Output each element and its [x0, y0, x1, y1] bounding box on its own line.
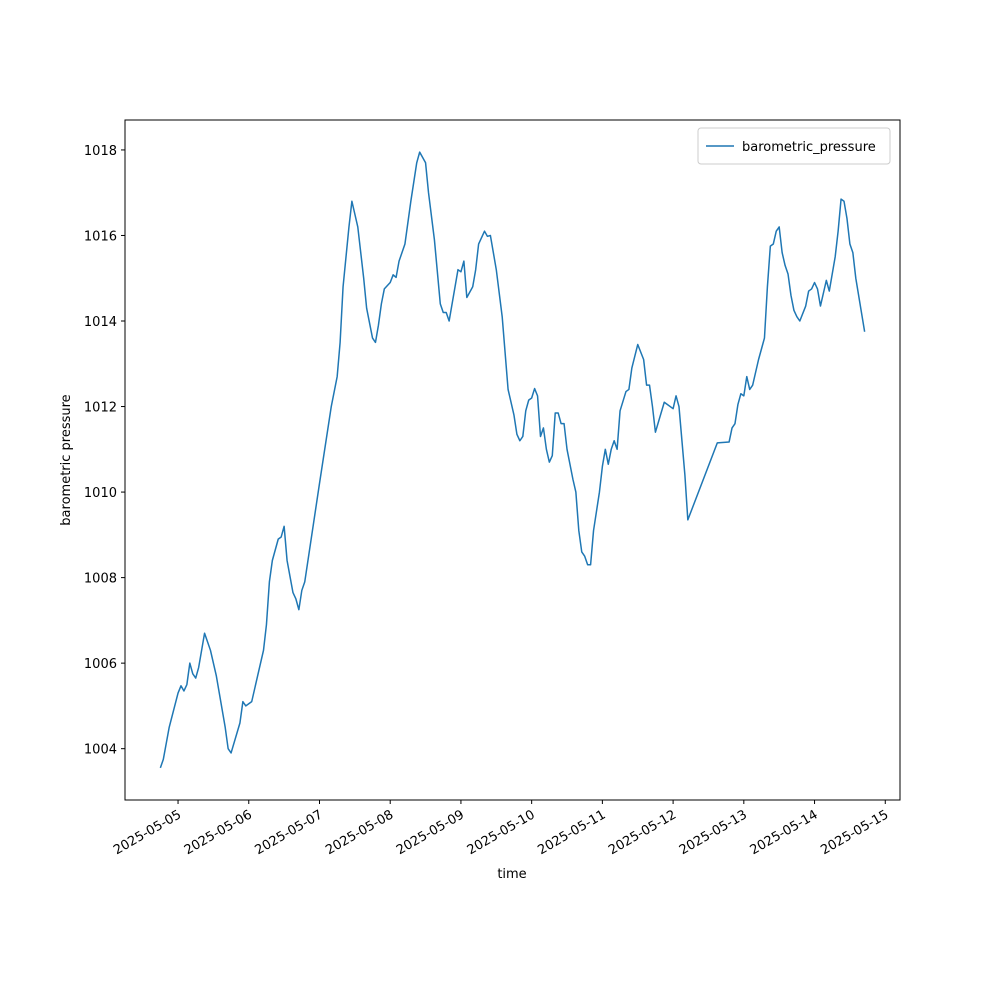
x-tick-label: 2025-05-15: [818, 807, 891, 858]
y-tick-label: 1012: [84, 401, 117, 416]
x-axis-label: time: [497, 867, 526, 882]
y-tick-label: 1018: [84, 144, 117, 159]
legend-label: barometric_pressure: [742, 140, 876, 155]
y-axis-label: barometric pressure: [59, 394, 74, 525]
x-tick-label: 2025-05-13: [677, 807, 750, 858]
y-tick-label: 1014: [84, 315, 117, 330]
y-tick-label: 1016: [84, 229, 117, 244]
y-tick-label: 1010: [84, 486, 117, 501]
legend-box: [697, 127, 891, 165]
x-tick-label: 2025-05-07: [253, 807, 326, 858]
legend: barometric_pressure: [697, 127, 891, 165]
x-tick-label: 2025-05-06: [182, 807, 255, 858]
plot-frame: [124, 119, 901, 801]
x-tick-label: 2025-05-14: [748, 807, 821, 858]
line: [159, 151, 866, 769]
x-tick-label: 2025-05-09: [394, 807, 467, 858]
y-tick-label: 1006: [84, 657, 117, 672]
x-tick-label: 2025-05-05: [111, 807, 184, 858]
y-tick-label: 1008: [84, 572, 117, 587]
x-tick-label: 2025-05-12: [606, 807, 679, 858]
y-tick-label: 1004: [84, 743, 117, 758]
x-tick-label: 2025-05-08: [323, 807, 396, 858]
x-tick-label: 2025-05-11: [535, 807, 608, 858]
x-tick-label: 2025-05-10: [465, 807, 538, 858]
